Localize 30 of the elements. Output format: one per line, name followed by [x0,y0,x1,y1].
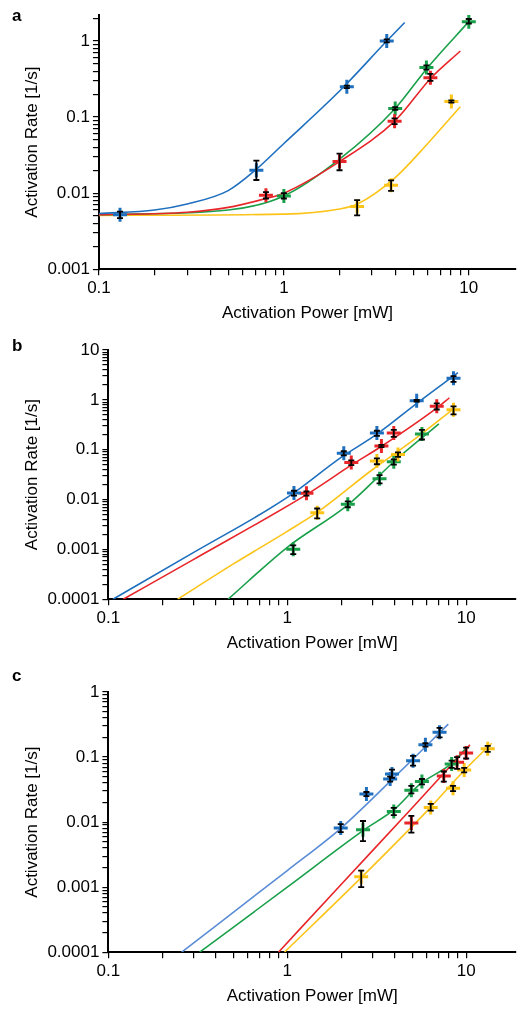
chart-title: a [12,6,22,26]
x-axis-title: Activation Power [mW] [226,986,398,1006]
y-tick-label: 0.1 [66,106,90,126]
y-tick-label: 0.01 [56,182,90,202]
y-tick-label: 0.001 [47,258,90,278]
x-tick-label: 1 [282,608,292,628]
x-tick-label: 1 [279,278,289,298]
y-tick-label: 0.0001 [47,588,100,608]
x-tick-label: 10 [459,278,479,298]
x-tick-label: 1 [282,961,292,981]
y-axis-title: Activation Rate [1/s] [21,746,41,898]
y-axis-title: Activation Rate [1/s] [21,66,41,218]
y-tick-label: 1 [89,389,100,409]
y-tick-label: 0.0001 [47,941,100,961]
x-axis-title: Activation Power [mW] [221,303,393,323]
y-tick-label: 0.001 [56,876,100,896]
y-tick-label: 1 [80,30,90,50]
y-tick-label: 0.01 [66,811,100,831]
chart-title: b [12,336,23,356]
x-axis-title: Activation Power [mW] [226,633,398,653]
y-tick-label: 0.1 [75,746,100,766]
y-tick-label: 0.1 [75,439,100,459]
y-axis-title: Activation Rate [1/s] [21,399,41,551]
y-tick-label: 10 [80,339,100,359]
x-tick-label: 10 [456,608,476,628]
y-tick-label: 0.01 [66,489,100,509]
chart-title: c [12,666,22,686]
y-tick-label: 1 [89,681,100,701]
x-tick-label: 10 [456,961,476,981]
y-tick-label: 0.001 [56,539,100,559]
